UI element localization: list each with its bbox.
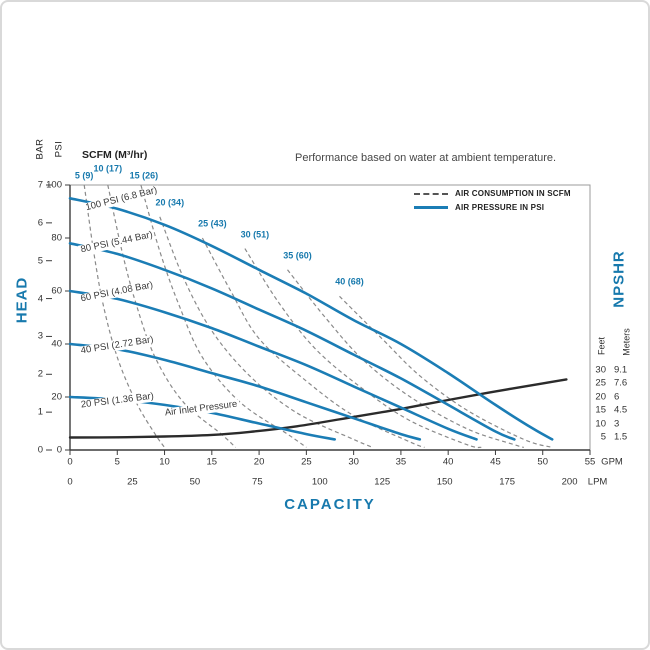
air-consumption-curve [107, 184, 236, 448]
air-pressure-curve [68, 197, 554, 441]
bar-axis-label: BAR [34, 138, 46, 160]
air-pressure-curve [68, 289, 478, 441]
air-consumption-curve [339, 295, 553, 448]
legend-item: AIR PRESSURE IN PSI [414, 203, 571, 212]
npshr-curve [68, 378, 568, 439]
capacity-axis-label: CAPACITY [284, 496, 376, 513]
head-axis-label: HEAD [13, 276, 31, 324]
psi-axis-label: PSI [53, 140, 65, 158]
npshr-meters-header: Meters [621, 328, 632, 356]
air-consumption-curve [244, 248, 482, 449]
legend-label: AIR CONSUMPTION IN SCFM [455, 189, 571, 198]
air-consumption-curve [201, 237, 425, 448]
legend-item: AIR CONSUMPTION IN SCFM [414, 189, 571, 198]
chart-title: Performance based on water at ambient te… [295, 152, 557, 164]
npshr-axis-label: NPSHR [610, 250, 628, 308]
air-consumption-curve [83, 184, 166, 448]
air-pressure-curve [68, 242, 516, 441]
legend: AIR CONSUMPTION IN SCFM AIR PRESSURE IN P… [414, 189, 571, 212]
legend-label: AIR PRESSURE IN PSI [455, 203, 545, 212]
solid-line-sample-icon [414, 206, 448, 209]
dashed-line-sample-icon [414, 192, 448, 195]
npshr-feet-header: Feet [596, 336, 607, 356]
air-pressure-curve [68, 395, 336, 441]
air-consumption-curve [287, 269, 524, 448]
scfm-axis-header: SCFM (M³/hr) [82, 149, 148, 161]
air-consumption-curve [140, 184, 307, 448]
